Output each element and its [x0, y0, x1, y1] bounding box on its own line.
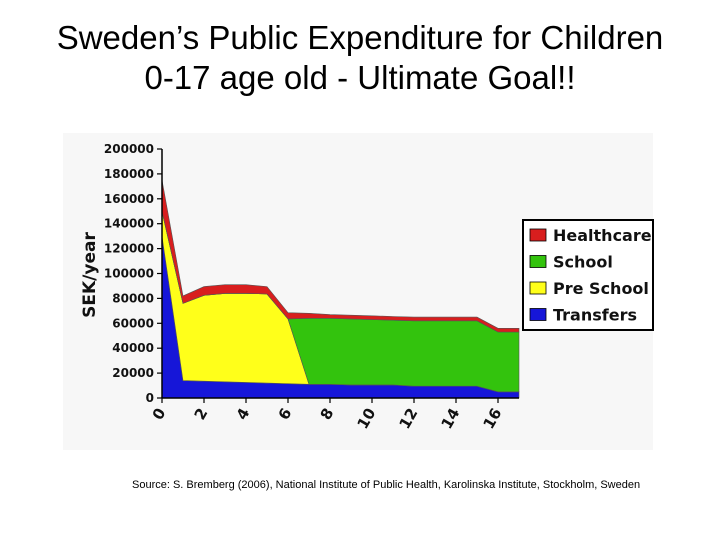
legend-swatch-transfers	[529, 308, 547, 321]
legend: Healthcare School Pre School Transfers	[522, 219, 654, 331]
y-tick-label: 0	[146, 391, 154, 405]
slide-title: Sweden’s Public Expenditure for Children…	[0, 18, 720, 98]
area-healthcare	[161, 180, 520, 333]
legend-swatch-healthcare	[529, 228, 547, 242]
legend-swatch-school	[529, 255, 547, 268]
legend-swatch-pre-school	[529, 281, 547, 295]
axes-group: 0 20000 40000 60000 80000 100000 120000 140000 1…	[104, 142, 519, 432]
legend-label-school: School	[553, 253, 613, 272]
y-tick-label: 120000	[104, 242, 154, 256]
y-tick-label: 40000	[112, 341, 154, 355]
legend-label-transfers: Transfers	[553, 306, 637, 325]
y-tick-label: 160000	[104, 192, 154, 206]
y-tick-label: 180000	[104, 167, 154, 181]
y-tick-label: 60000	[112, 316, 154, 330]
y-axis-label: SEK/year	[80, 232, 100, 318]
title-line-1: Sweden’s Public Expenditure for Children	[56, 19, 664, 56]
y-tick-label: 100000	[104, 267, 154, 281]
title-line-2: 0-17 age old - Ultimate Goal!!	[144, 59, 576, 96]
y-tick-label: 200000	[104, 142, 154, 156]
y-tick-label: 80000	[112, 291, 154, 305]
y-tick-label: 140000	[104, 217, 154, 231]
y-tick-label: 20000	[112, 366, 154, 380]
legend-label-healthcare: Healthcare	[553, 226, 652, 245]
legend-label-pre-school: Pre School	[553, 279, 649, 298]
source-note: Source: S. Bremberg (2006), National Ins…	[132, 479, 641, 491]
